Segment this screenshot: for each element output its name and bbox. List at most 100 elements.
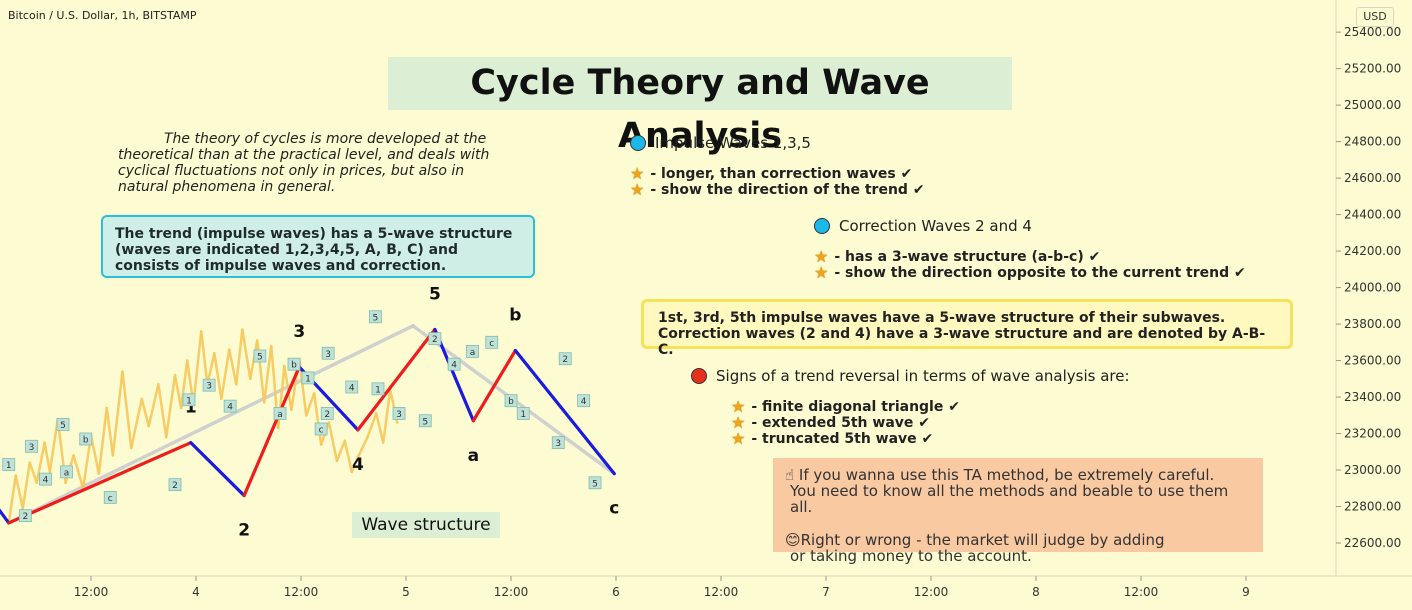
subwave-label: 3	[206, 382, 212, 392]
star-icon: ★	[731, 397, 746, 416]
reversal-item: ★ - truncated 5th wave ✔	[731, 429, 934, 448]
y-tick-label: 23400.00	[1344, 390, 1401, 404]
subwave-label-box	[182, 393, 196, 407]
wave-label: b	[509, 306, 521, 326]
star-icon: ★	[731, 429, 746, 448]
subwave-label-box	[428, 332, 442, 346]
subwave-label: b	[508, 397, 514, 407]
subwave-label-box	[223, 399, 237, 413]
subwave-segment	[263, 344, 273, 404]
subwave-segment	[147, 383, 160, 428]
red-circle-icon	[691, 368, 707, 384]
blue-circle-icon	[814, 218, 830, 234]
subwave-segment	[173, 373, 183, 410]
reversal-item-text: - truncated 5th wave ✔	[751, 431, 934, 447]
subwave-label: 2	[172, 481, 178, 491]
subwave-segment	[111, 370, 124, 457]
warning-line1: ☝ If you wanna use this TA method, be ex…	[785, 466, 1215, 484]
subwave-segment	[48, 417, 59, 474]
subwave-label-box	[202, 378, 216, 392]
subwave-label-box	[18, 509, 32, 523]
subwave-label-box	[2, 458, 16, 471]
subwave-label: 2	[432, 335, 438, 345]
subwave-label: 1	[520, 410, 526, 420]
subwave-label: 5	[257, 352, 263, 362]
subwave-layer	[7, 328, 399, 525]
x-tick-label: 9	[1242, 585, 1250, 599]
subwave-label-box	[314, 422, 328, 436]
warning-line3: 😊Right or wrong - the market will judge …	[785, 531, 1165, 549]
subwave-label-box	[79, 432, 93, 446]
impulse-item-text: - show the direction of the trend ✔	[650, 182, 925, 198]
subwave-label-box	[447, 357, 461, 371]
star-icon: ★	[814, 263, 829, 282]
subwave-label: c	[489, 339, 494, 349]
y-tick-label: 23200.00	[1344, 427, 1401, 441]
subwave-segment	[97, 406, 108, 475]
currency-button[interactable]: USD	[1356, 7, 1394, 27]
x-tick-label: 12:00	[1124, 585, 1159, 599]
subwave-label: b	[83, 436, 89, 446]
subwave-segment	[350, 454, 360, 474]
subwave-label: c	[319, 425, 324, 435]
subwave-segment	[228, 348, 238, 386]
subwave-label-box	[56, 418, 70, 431]
reversal-item-text: - extended 5th wave ✔	[751, 415, 931, 431]
subwave-note: 1st, 3rd, 5th impulse waves have a 5-wav…	[641, 299, 1293, 358]
subwave-label-box	[321, 346, 335, 360]
subwave-label-box	[371, 382, 385, 396]
subwave-label-box	[577, 394, 591, 408]
subwave-label: 4	[43, 476, 49, 486]
y-tick-label: 24000.00	[1344, 281, 1401, 295]
subwave-segment	[105, 406, 115, 457]
subwave-segment	[220, 348, 231, 401]
subwave-label-box	[168, 478, 182, 492]
x-tick-label: 12:00	[494, 585, 529, 599]
subwave-label-box	[103, 490, 117, 504]
subwave-label-box	[253, 349, 267, 363]
subwave-label: c	[108, 494, 113, 504]
decline-segment	[0, 508, 11, 525]
reversal-heading-text: Signs of a trend reversal in terms of wa…	[716, 367, 1130, 385]
wave-label: 2	[238, 521, 250, 541]
correction-item: ★ - has a 3-wave structure (a-b-c) ✔	[814, 249, 1100, 266]
wave-label: c	[609, 499, 619, 519]
subwave-segment	[43, 441, 52, 474]
subwave-label: a	[277, 410, 283, 420]
wave-label: a	[468, 446, 479, 466]
subwave-label-box	[273, 407, 287, 420]
subwave-label-box	[551, 436, 565, 450]
subwave-label: 4	[581, 397, 587, 407]
subwave-label-box	[320, 407, 334, 420]
subwave-label: 4	[349, 384, 355, 394]
subwave-label-box	[345, 380, 359, 394]
star-icon: ★	[731, 413, 746, 432]
correction-item-text: - show the direction opposite to the cur…	[834, 265, 1246, 281]
subwave-label: a	[64, 468, 70, 478]
y-tick-label: 24800.00	[1344, 135, 1401, 149]
channel-segment	[7, 324, 415, 525]
subwave-segment	[28, 461, 38, 485]
subwave-label-box	[39, 472, 52, 486]
wave-structure-label: Wave structure	[352, 512, 500, 538]
subwave-label: 5	[60, 421, 66, 431]
correction-item: ★ - show the direction opposite to the c…	[814, 263, 1246, 282]
correction-heading: Correction Waves 2 and 4	[814, 217, 1032, 235]
subwave-label-box	[392, 407, 406, 420]
y-tick-label: 25200.00	[1344, 62, 1401, 76]
subwave-label: 3	[325, 350, 331, 360]
star-icon: ★	[630, 180, 645, 199]
subwave-segment	[157, 383, 168, 439]
x-tick-label: 12:00	[284, 585, 319, 599]
impulse-up-segment	[242, 365, 301, 498]
star-icon: ★	[630, 164, 645, 183]
subwave-segment	[72, 454, 85, 490]
decline-segment	[513, 348, 616, 476]
subwave-label-box	[588, 476, 602, 490]
subwave-label-box	[516, 407, 530, 420]
symbol-title[interactable]: Bitcoin / U.S. Dollar, 1h, BITSTAMP	[8, 9, 197, 22]
decline-segment	[189, 441, 246, 498]
subwave-label: 1	[186, 396, 192, 406]
